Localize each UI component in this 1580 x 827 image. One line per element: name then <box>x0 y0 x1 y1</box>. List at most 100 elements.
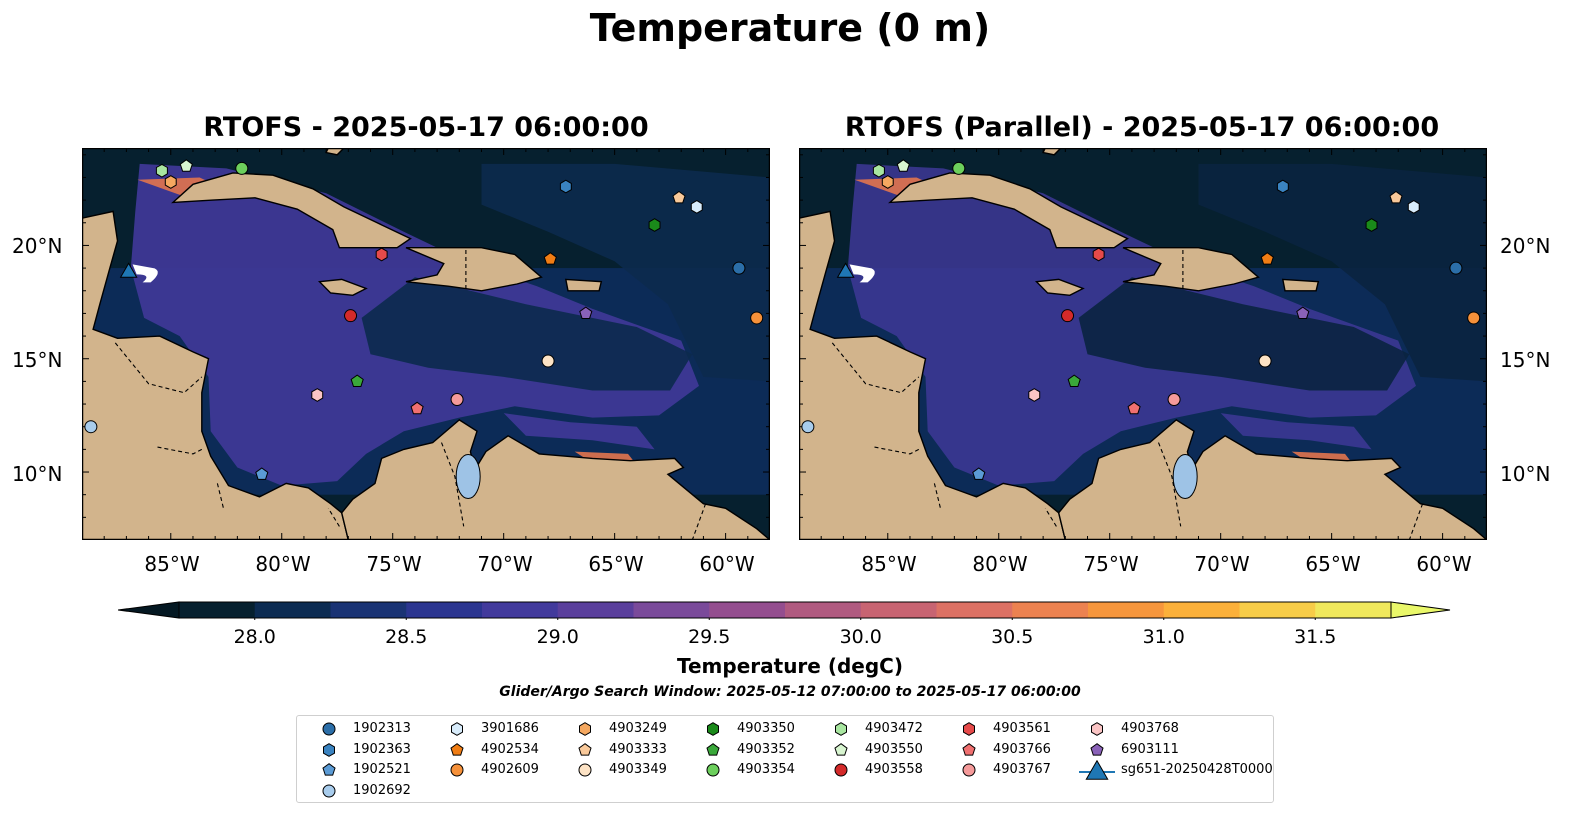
lat-label-10n-left: 10°N <box>12 462 63 486</box>
legend-label: 4903767 <box>993 762 1051 777</box>
legend-marker-icon <box>707 722 719 736</box>
legend-shape <box>962 763 976 777</box>
float-marker-4903249 <box>881 175 894 189</box>
country-border <box>114 342 203 394</box>
legend-label: 4903349 <box>609 762 667 777</box>
colorbar-tick-label: 28.0 <box>233 626 276 648</box>
legend-shape <box>707 722 719 736</box>
float-marker-4903354 <box>235 161 249 175</box>
warm-water-region <box>503 413 655 450</box>
float-marker-1902521 <box>972 467 986 480</box>
land-mass <box>888 172 1129 249</box>
float-marker-4903767 <box>1167 393 1181 407</box>
legend-marker-icon <box>579 722 591 736</box>
country-border <box>440 442 465 527</box>
lon-label-65w-left: 65°W <box>588 552 644 576</box>
legend-label: sg651-20250428T0000 <box>1121 762 1273 777</box>
legend-label: 4903558 <box>865 762 923 777</box>
legend-label: 4903350 <box>737 721 795 736</box>
float-marker-1902313 <box>732 261 746 275</box>
float-marker-4902534 <box>1260 252 1274 265</box>
float-marker-4903768 <box>1028 388 1041 402</box>
float-marker-4903349 <box>1258 354 1272 368</box>
float-marker-sg651-20250428T0000 <box>119 262 138 278</box>
legend-label: 3901686 <box>481 721 539 736</box>
colorbar-frame <box>178 601 1392 619</box>
colorbar-segment <box>936 602 1013 618</box>
legend-label: 4903352 <box>737 741 795 757</box>
float-marker-4903352 <box>1067 374 1081 387</box>
colorbar-segment <box>179 602 256 618</box>
cool-water-region <box>1198 163 1487 382</box>
legend-label: 4903333 <box>609 741 667 757</box>
land-mass <box>171 172 412 249</box>
country-border <box>157 446 203 455</box>
float-marker-4903350 <box>1365 218 1378 232</box>
legend-label: 1902692 <box>353 782 411 798</box>
colorbar-tick-label: 30.0 <box>839 626 882 648</box>
float-marker-1902363 <box>559 179 572 194</box>
land-mass <box>1057 419 1487 540</box>
legend-marker-icon <box>706 763 720 777</box>
float-marker-4902609 <box>750 311 764 325</box>
land-mass <box>1042 148 1062 156</box>
colorbar-segment <box>406 602 483 618</box>
lon-label-70w-right: 70°W <box>1194 552 1250 576</box>
colorbar-tick-label: 28.5 <box>385 626 428 648</box>
float-marker-4903249 <box>164 175 177 189</box>
float-marker-1902313 <box>1449 261 1463 275</box>
lake-maracaibo <box>1172 454 1198 500</box>
colorbar-over-arrow <box>1390 601 1451 619</box>
country-border <box>874 446 920 455</box>
legend-shape <box>1091 722 1103 736</box>
float-marker-1902692 <box>84 420 98 434</box>
legend-label: 4903472 <box>865 721 923 736</box>
legend-label: 4903550 <box>865 741 923 757</box>
map-panel-rtofs-parallel <box>799 148 1487 540</box>
float-marker-3901686 <box>690 200 703 214</box>
legend-marker-icon <box>962 763 976 777</box>
glider-track <box>849 264 875 283</box>
colorbar-tick-label: 29.5 <box>688 626 731 648</box>
legend-shape <box>323 742 335 757</box>
legend-label: 1902363 <box>353 741 411 757</box>
float-marker-1902521 <box>255 467 269 480</box>
float-marker-4903354 <box>952 161 966 175</box>
legend-shape <box>322 763 336 776</box>
colorbar-tick-label: 31.0 <box>1142 626 1185 648</box>
colorbar-segment <box>1163 602 1240 618</box>
lat-label-15n-right: 15°N <box>1500 348 1551 372</box>
float-marker-4903352 <box>350 374 364 387</box>
legend-marker-icon <box>322 722 336 736</box>
colorbar-segment <box>1012 602 1089 618</box>
colorbar-segment <box>860 602 937 618</box>
legend-shape <box>963 722 975 736</box>
float-marker-4903558 <box>1061 309 1075 323</box>
country-border <box>831 342 920 394</box>
legend-shape <box>451 722 463 736</box>
float-marker-4903766 <box>1127 401 1141 415</box>
colorbar-segment <box>1088 602 1165 618</box>
legend-shape <box>322 722 336 736</box>
colorbar-tick-label: 31.5 <box>1294 626 1337 648</box>
legend-marker-icon <box>963 722 975 736</box>
lake-maracaibo <box>455 454 481 500</box>
colorbar-segment <box>1239 602 1316 618</box>
legend-label: 4902609 <box>481 762 539 777</box>
map-frame <box>799 148 1487 540</box>
float-marker-4902534 <box>543 252 557 265</box>
lon-label-60w-left: 60°W <box>699 552 755 576</box>
float-marker-4903768 <box>311 388 324 402</box>
country-border <box>933 483 942 511</box>
glider-track <box>132 264 158 283</box>
legend-marker-icon <box>706 742 720 756</box>
legend-marker-icon <box>451 722 463 736</box>
legend-shape <box>835 722 847 736</box>
colorbar-segment <box>633 602 710 618</box>
float-marker-4903767 <box>450 393 464 407</box>
float-marker-4903550 <box>896 159 910 172</box>
colorbar-segment <box>330 602 407 618</box>
cool-water-region <box>481 163 770 382</box>
country-border <box>327 508 340 527</box>
float-marker-4903561 <box>1092 247 1105 262</box>
